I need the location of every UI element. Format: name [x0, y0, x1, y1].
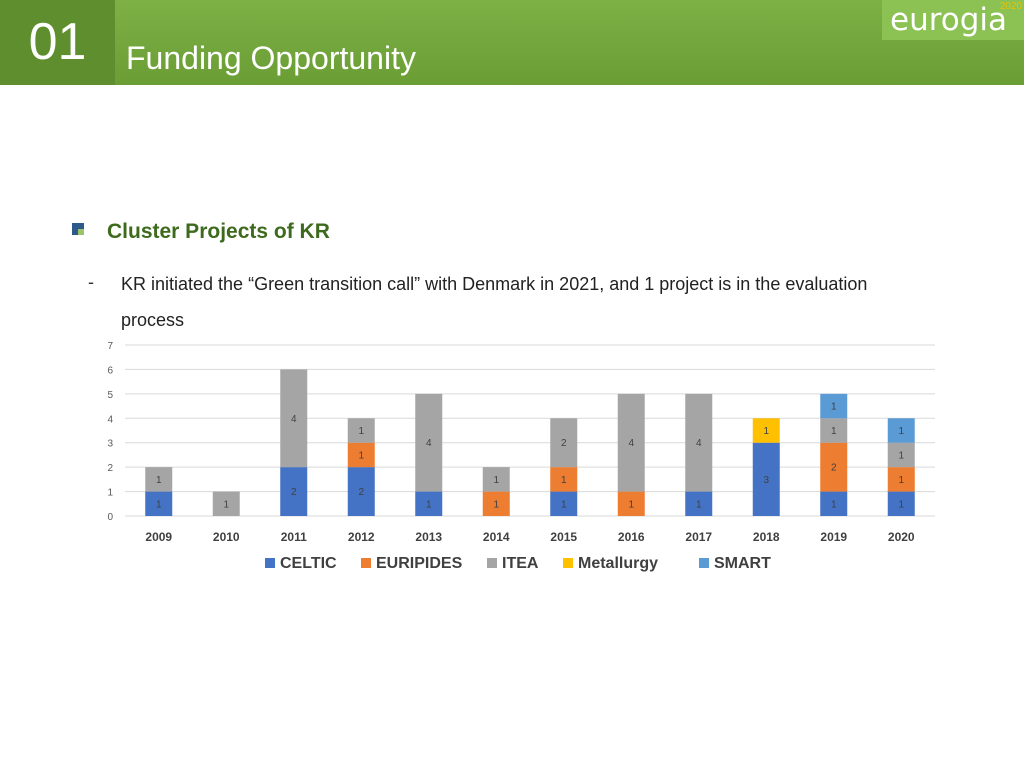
data-label: 1: [831, 426, 837, 437]
bar-segment: [482, 467, 510, 492]
legend-swatch: [487, 558, 497, 568]
legend-swatch: [361, 558, 371, 568]
x-tick-label: 2011: [281, 530, 307, 544]
x-tick-label: 2012: [348, 530, 375, 544]
x-tick-label: 2016: [618, 530, 645, 544]
bar-segment: [550, 491, 578, 516]
y-tick-label: 6: [107, 365, 113, 376]
bar-segment: [280, 467, 308, 516]
data-label: 1: [561, 475, 567, 486]
data-label: 1: [493, 499, 499, 510]
logo-year: 2020: [999, 1, 1022, 12]
x-tick-label: 2017: [685, 530, 712, 544]
eurogia-logo: eurogia 2020: [882, 0, 1024, 40]
data-label: 1: [156, 499, 162, 510]
x-tick-label: 2014: [483, 530, 510, 544]
section-title: Cluster Projects of KR: [107, 220, 330, 243]
legend-swatch: [563, 558, 573, 568]
data-label: 1: [831, 499, 837, 510]
bar-segment: [820, 418, 848, 443]
bar-segment: [145, 467, 173, 492]
bar-segment: [347, 442, 375, 468]
bar-segment: [617, 393, 645, 492]
bar-segment: [887, 491, 915, 516]
y-tick-label: 0: [107, 512, 113, 523]
data-label: 1: [561, 499, 567, 510]
bar-segment: [752, 442, 780, 516]
slide-title: Funding Opportunity: [126, 40, 416, 76]
bar-segment: [482, 491, 510, 516]
data-label: 1: [763, 426, 769, 437]
bar-segment: [887, 418, 915, 443]
y-tick-label: 1: [107, 488, 113, 499]
bar-segment: [550, 418, 578, 468]
x-tick-label: 2019: [820, 530, 847, 544]
data-label: 2: [358, 487, 364, 498]
bar-segment: [415, 393, 443, 492]
data-label: 1: [898, 499, 904, 510]
stacked-bar-chart: 0 1 2 3 4 5 6 7 1 1 2009 1 2010 2 4 2011 2 1 1 2012 1 4 2013 1 1…: [107, 341, 935, 572]
data-label: 1: [898, 450, 904, 461]
legend-swatch: [699, 558, 709, 568]
data-label: 1: [696, 499, 702, 510]
data-label: 1: [493, 475, 499, 486]
bar-segment: [617, 491, 645, 516]
bar-segment: [685, 393, 713, 492]
logo-text: eurogia: [890, 2, 1008, 38]
y-tick-label: 7: [107, 341, 113, 352]
bar-segment: [347, 418, 375, 443]
bar-segment: [347, 467, 375, 516]
bar-segment: [415, 491, 443, 516]
data-label: 1: [358, 450, 364, 461]
data-label: 1: [426, 499, 432, 510]
data-label: 1: [156, 475, 162, 486]
y-tick-label: 5: [107, 390, 113, 401]
data-label: 1: [223, 499, 229, 510]
data-label: 1: [628, 499, 634, 510]
y-tick-label: 4: [107, 414, 113, 425]
legend-label: SMART: [714, 555, 771, 572]
x-tick-label: 2020: [888, 530, 915, 544]
body-text: KR initiated the “Green transition call”…: [121, 274, 868, 330]
x-tick-label: 2018: [753, 530, 780, 544]
bar-segment: [212, 491, 240, 516]
data-label: 1: [898, 426, 904, 437]
x-tick-label: 2009: [145, 530, 172, 544]
bar-segment: [550, 467, 578, 492]
legend-label: EURIPIDES: [376, 555, 463, 572]
data-label: 4: [291, 414, 297, 425]
legend-label: ITEA: [502, 555, 539, 572]
data-label: 4: [696, 438, 702, 449]
data-label: 1: [358, 426, 364, 437]
bar-segment: [820, 491, 848, 516]
legend-label: CELTIC: [280, 555, 337, 572]
bar-segment: [280, 369, 308, 468]
data-label: 1: [898, 475, 904, 486]
dash-bullet: -: [88, 272, 94, 292]
data-label: 2: [561, 438, 567, 449]
header-bar: 01 Funding Opportunity eurogia 2020: [0, 0, 1024, 85]
x-tick-label: 2015: [550, 530, 577, 544]
x-tick-label: 2013: [415, 530, 442, 544]
slide-number: 01: [0, 0, 115, 85]
bar-segment: [685, 491, 713, 516]
bar-segment: [820, 393, 848, 419]
y-tick-label: 2: [107, 463, 113, 474]
data-label: 4: [628, 438, 634, 449]
data-label: 2: [291, 487, 297, 498]
bar-segment: [887, 467, 915, 492]
y-tick-label: 3: [107, 439, 113, 450]
bar-segment: [145, 491, 173, 516]
data-label: 2: [831, 463, 837, 474]
data-label: 4: [426, 438, 432, 449]
bar-segment: [820, 442, 848, 492]
data-label: 1: [831, 402, 837, 413]
bar-segment: [752, 418, 780, 443]
x-tick-label: 2010: [213, 530, 240, 544]
data-label: 3: [763, 475, 769, 486]
legend-swatch: [265, 558, 275, 568]
square-bullet-icon: [72, 223, 84, 235]
legend-label: Metallurgy: [578, 555, 658, 572]
bar-segment: [887, 442, 915, 468]
